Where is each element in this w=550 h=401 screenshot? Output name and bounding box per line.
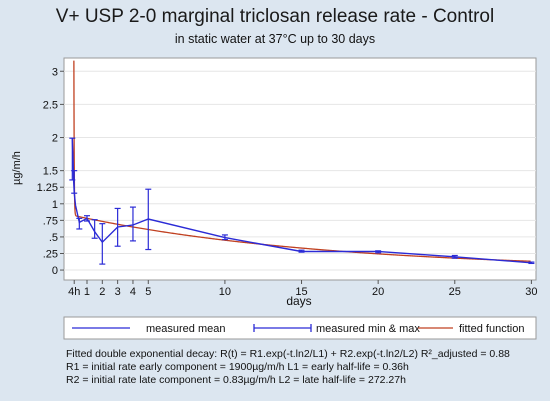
- x-tick-label: 4h: [68, 286, 80, 298]
- measured-mean-line: [71, 138, 532, 264]
- legend-swatch-minmax: [253, 324, 312, 332]
- chart-title: V+ USP 2-0 marginal triclosan release ra…: [55, 6, 495, 27]
- x-tick-label: 4: [130, 286, 136, 298]
- x-axis-label: days: [286, 294, 311, 308]
- x-axis-ticks: 4h 1 2 3 4 5 10 15 20 25 30: [68, 280, 538, 298]
- y-tick-label: .75: [43, 215, 58, 227]
- x-tick-label: 25: [449, 286, 461, 298]
- y-axis-ticks: 0 .25 .5 .75 1 1.25 1.5 2 2.5 3: [37, 66, 64, 277]
- measured-mean-series: [71, 138, 532, 264]
- error-bar: [129, 206, 136, 242]
- y-tick-label: 0: [52, 265, 58, 277]
- fitted-function-series: [73, 60, 531, 262]
- plot-area: [63, 57, 537, 281]
- error-bar: [91, 219, 98, 239]
- grid-lines: [64, 70, 536, 271]
- legend-label-fit: fitted function: [459, 323, 524, 335]
- y-tick-label: .5: [49, 232, 58, 244]
- y-tick-label: 1: [52, 199, 58, 211]
- x-tick-label: 2: [99, 286, 105, 298]
- x-tick-label: 5: [145, 286, 151, 298]
- y-tick-label: 2.5: [43, 99, 58, 111]
- legend-label-minmax: measured min & max: [316, 323, 420, 335]
- y-tick-label: 1.5: [43, 166, 58, 178]
- y-axis-label: µg/m/h: [11, 151, 23, 185]
- x-tick-label: 30: [525, 286, 537, 298]
- fitted-function-line: [73, 60, 531, 262]
- footnote-fit-equation: Fitted double exponential decay: R(t) = …: [66, 348, 510, 360]
- y-tick-label: .25: [43, 248, 58, 260]
- chart-subtitle: in static water at 37°C up to 30 days: [174, 32, 376, 46]
- footnote-late-component: R2 = initial rate late component = 0.83µ…: [66, 374, 406, 386]
- x-tick-label: 15: [295, 286, 307, 298]
- y-tick-label: 2: [52, 133, 58, 145]
- x-tick-label: 3: [115, 286, 121, 298]
- x-tick-label: 10: [219, 286, 231, 298]
- legend-label-mean: measured mean: [146, 323, 226, 335]
- error-bar: [99, 223, 106, 265]
- y-tick-label: 3: [52, 66, 58, 78]
- x-tick-label: 1: [84, 286, 90, 298]
- y-tick-label: 1.25: [37, 182, 58, 194]
- x-tick-label: 20: [372, 286, 384, 298]
- footnote-early-component: R1 = initial rate early component = 1900…: [66, 361, 409, 373]
